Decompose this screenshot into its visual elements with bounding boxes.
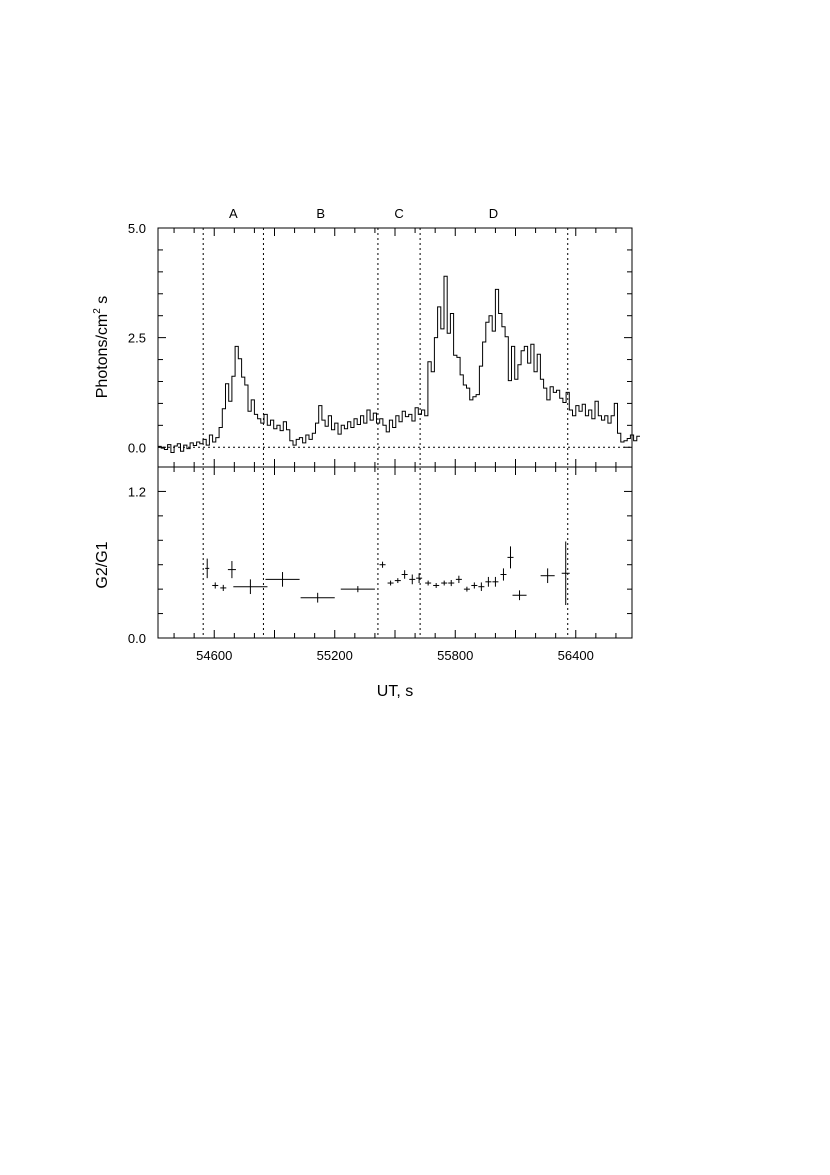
data-point	[387, 580, 394, 586]
lower-y-tick-label: 0.0	[128, 631, 146, 646]
data-point	[425, 580, 432, 586]
data-point	[500, 568, 507, 581]
upper-y-tick-label: 0.0	[128, 440, 146, 455]
x-tick-label: 55200	[317, 648, 353, 663]
upper-y-tick-label: 5.0	[128, 221, 146, 236]
x-tick-label: 54600	[196, 648, 232, 663]
hardness-ratio-series	[205, 541, 570, 606]
upper-panel-ticks	[158, 227, 632, 467]
data-point	[463, 586, 470, 592]
data-point	[540, 568, 555, 584]
data-point	[394, 578, 401, 584]
lower-y-tick-labels: 0.0 1.2	[128, 484, 146, 646]
upper-y-tick-labels: 0.0 2.5 5.0	[128, 221, 146, 455]
x-tick-label: 56400	[558, 648, 594, 663]
upper-panel: 0.0 2.5 5.0 A B C D Photons/cm2 s	[92, 206, 640, 468]
phase-label: B	[316, 206, 325, 221]
data-point	[441, 580, 448, 586]
data-point	[300, 592, 335, 603]
data-point	[492, 576, 499, 587]
upper-y-tick-label: 2.5	[128, 331, 146, 346]
data-point	[478, 582, 485, 591]
data-point	[401, 570, 408, 579]
lower-panel-ticks	[158, 466, 632, 639]
lower-panel: 0.0 1.2 G2/G1	[94, 466, 633, 646]
phase-labels: A B C D	[229, 206, 498, 221]
data-point	[485, 576, 492, 587]
x-tick-label: 55800	[437, 648, 473, 663]
data-point	[433, 583, 440, 588]
lower-y-tick-label: 1.2	[128, 484, 146, 499]
data-point	[205, 558, 210, 579]
data-point	[471, 582, 478, 589]
data-point	[561, 541, 570, 606]
x-tick-labels: 54600 55200 55800 56400	[196, 648, 594, 663]
phase-label: C	[394, 206, 403, 221]
phase-label: A	[229, 206, 238, 221]
data-point	[416, 573, 423, 584]
upper-y-axis-label: Photons/cm2 s	[92, 296, 111, 399]
data-point	[409, 574, 416, 585]
data-point	[507, 546, 514, 569]
data-point	[448, 579, 455, 587]
data-point	[455, 575, 462, 584]
upper-y-axis-label-text: Photons/cm	[94, 314, 111, 398]
upper-y-axis-label-sup: 2	[92, 308, 103, 314]
data-point	[512, 590, 527, 601]
phase-boundary-lines	[202, 228, 569, 638]
x-axis-label: UT, s	[377, 683, 413, 700]
data-point	[233, 579, 268, 595]
data-point	[379, 561, 386, 568]
lower-y-axis-label: G2/G1	[94, 541, 111, 588]
data-point	[265, 572, 300, 587]
upper-panel-frame	[157, 227, 633, 468]
data-point	[340, 586, 375, 593]
phase-label: D	[489, 206, 498, 221]
upper-y-axis-label-tail: s	[94, 296, 111, 308]
data-point	[212, 582, 219, 589]
lower-panel-frame	[157, 466, 633, 639]
light-curve-series	[158, 275, 640, 453]
data-point	[227, 561, 236, 579]
data-point	[220, 584, 227, 591]
